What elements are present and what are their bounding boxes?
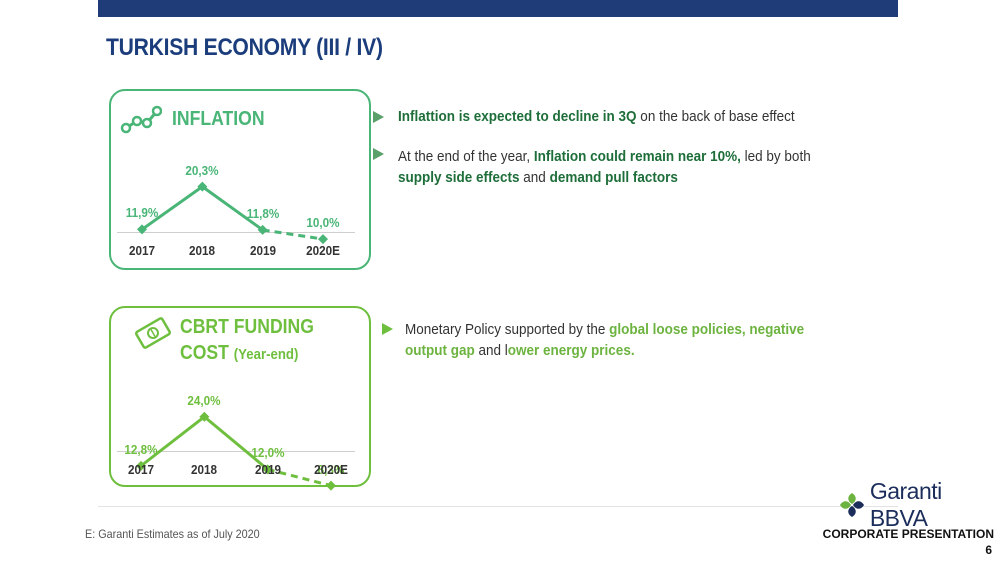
inflation-point [197, 181, 208, 192]
inflation-x-tick-label: 2018 [189, 243, 216, 258]
top-banner [98, 0, 898, 17]
cbrt-data-label: 12,0% [251, 445, 285, 461]
inflation-data-label: 11,8% [246, 205, 279, 221]
inflation-chart-divider [117, 232, 355, 233]
cbrt-title-line1: CBRT FUNDING [180, 316, 314, 338]
inflation-data-label: 11,9% [125, 205, 159, 221]
cbrt-segment [203, 415, 269, 471]
inflation-x-tick-label: 2020E [306, 243, 340, 258]
bullet-arrow-icon [382, 323, 393, 335]
bullet-2-text-b: led by both [740, 148, 811, 165]
bullet-2-emphasis-c: demand pull factors [549, 169, 678, 186]
brand-logo: Garanti BBVA [837, 478, 1000, 531]
cbrt-point [326, 480, 336, 491]
garanti-clover-icon [840, 493, 864, 517]
cbrt-x-tick-label: 2019 [254, 462, 281, 477]
inflation-card [109, 89, 371, 270]
inflation-x-tick-label: 2017 [128, 243, 156, 258]
page-title: TURKISH ECONOMY (III / IV) [106, 34, 383, 61]
cbrt-x-tick-label: 2018 [191, 462, 218, 477]
inflation-point [318, 234, 328, 245]
bullet-3-emphasis-b: ower energy prices. [507, 342, 635, 359]
cbrt-segment [140, 415, 206, 468]
cbrt-data-label: 24,0% [187, 392, 221, 408]
inflation-point [257, 224, 268, 235]
bullet-3-text-a: Monetary Policy supported by the [405, 321, 610, 338]
inflation-segment [201, 185, 264, 232]
bullet-1-emphasis: Inflattion is expected to decline in 3Q [398, 108, 637, 125]
inflation-data-label: 10,0% [306, 215, 340, 231]
cbrt-point [262, 464, 273, 475]
cbrt-x-tick-label: 2017 [127, 462, 155, 477]
footer-divider [98, 506, 898, 507]
cbrt-segment [267, 467, 332, 488]
inflation-data-label: 20,3% [185, 162, 219, 178]
inflation-segment [262, 228, 324, 241]
cbrt-point [136, 460, 146, 471]
bullet-2-emphasis-b: supply side effects [398, 169, 520, 186]
brand-name: Garanti BBVA [869, 478, 942, 531]
inflation-x-tick-label: 2019 [249, 243, 276, 258]
bullet-monetary-policy: Monetary Policy supported by the global … [405, 319, 846, 361]
bullet-3-text-b: and l [474, 342, 508, 359]
cbrt-point [199, 411, 210, 422]
cbrt-data-label: 8,3% [317, 461, 345, 477]
cbrt-data-label: 12,8% [124, 441, 158, 457]
banknote-icon [134, 317, 172, 349]
bullet-2-emphasis-a: Inflation could remain near 10%, [533, 148, 741, 165]
inflation-point [137, 224, 147, 235]
bullet-arrow-icon [373, 111, 384, 123]
bullet-2-text-a: At the end of the year, [398, 148, 534, 165]
cbrt-title-suffix: (Year-end) [233, 346, 299, 363]
cbrt-title-cost: COST [180, 342, 229, 364]
bullet-1-text: on the back of base effect [636, 108, 795, 125]
inflation-segment [141, 185, 204, 231]
corporate-presentation-label: CORPORATE PRESENTATION [822, 527, 994, 541]
bullet-3-emphasis-a: global loose policies, negative output g… [405, 321, 805, 359]
inflation-title: INFLATION [172, 108, 265, 130]
line-chart-icon [120, 105, 162, 134]
cbrt-x-tick-label: 2020E [314, 462, 348, 477]
cbrt-chart-divider [117, 451, 355, 452]
bullet-year-end-inflation: At the end of the year, Inflation could … [398, 146, 821, 188]
page-number: 6 [985, 543, 992, 557]
cbrt-title-line2: COST (Year-end) [180, 342, 298, 365]
bullet-inflation-decline: Inflattion is expected to decline in 3Q … [398, 106, 795, 127]
footnote: E: Garanti Estimates as of July 2020 [85, 527, 260, 541]
bullet-2-text-c: and [519, 169, 550, 186]
bullet-arrow-icon [373, 148, 384, 160]
